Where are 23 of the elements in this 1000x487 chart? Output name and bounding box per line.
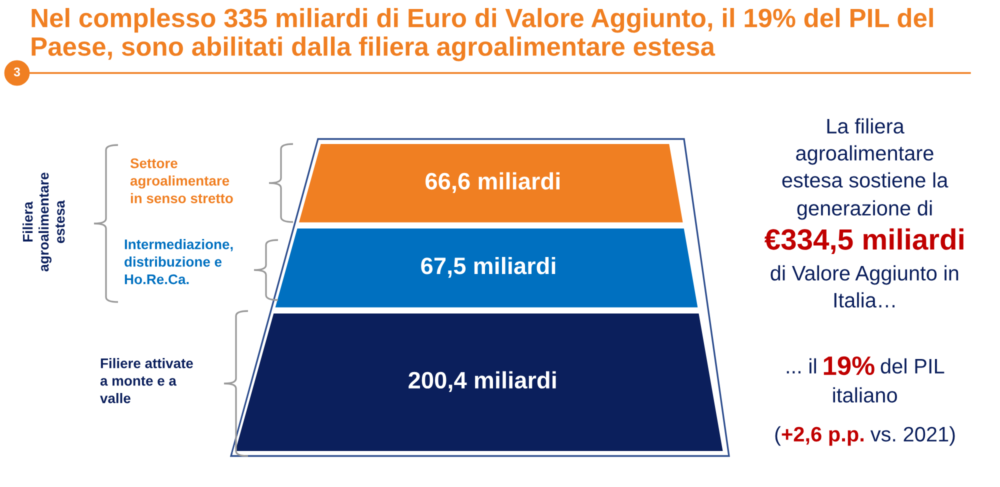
- text: €334,5 miliardi: [764, 228, 964, 254]
- text: ... il: [786, 358, 816, 374]
- data-label: 66,6 miliardi: [426, 172, 560, 193]
- data-label: 200,4 miliardi: [408, 371, 556, 392]
- text: La filiera: [827, 118, 904, 134]
- text: Italia…: [834, 292, 895, 308]
- text: vs. 2021): [870, 426, 955, 446]
- text: estesa sostiene la: [782, 172, 948, 188]
- category-label: Settore agroalimentare in senso stretto: [130, 158, 233, 204]
- text: di Valore Aggiunto in: [770, 265, 958, 285]
- text: Nel complesso 335 miliardi di Euro di Valore Aggiunto, il 19% del PIL del Paese, sono abilitati dalla filiera agroalimentare estesa: [32, 8, 933, 62]
- text: generazione di: [797, 200, 932, 220]
- text: 19%: [824, 356, 874, 376]
- text: +2,6 p.p.: [782, 426, 864, 446]
- category-label: Filiere attivate a monte e a valle: [100, 358, 193, 404]
- text: del PIL: [880, 358, 944, 374]
- data-label: 67,5 miliardi: [421, 256, 556, 278]
- text: italiano: [833, 387, 897, 403]
- text: 3: [14, 68, 20, 76]
- text: Filiera agroalimentare estesa: [22, 172, 65, 272]
- category-label: Intermediazione, distribuzione e Ho.Re.Ca.: [124, 239, 233, 284]
- text: agroalimentare: [796, 145, 934, 165]
- text: (: [775, 426, 781, 446]
